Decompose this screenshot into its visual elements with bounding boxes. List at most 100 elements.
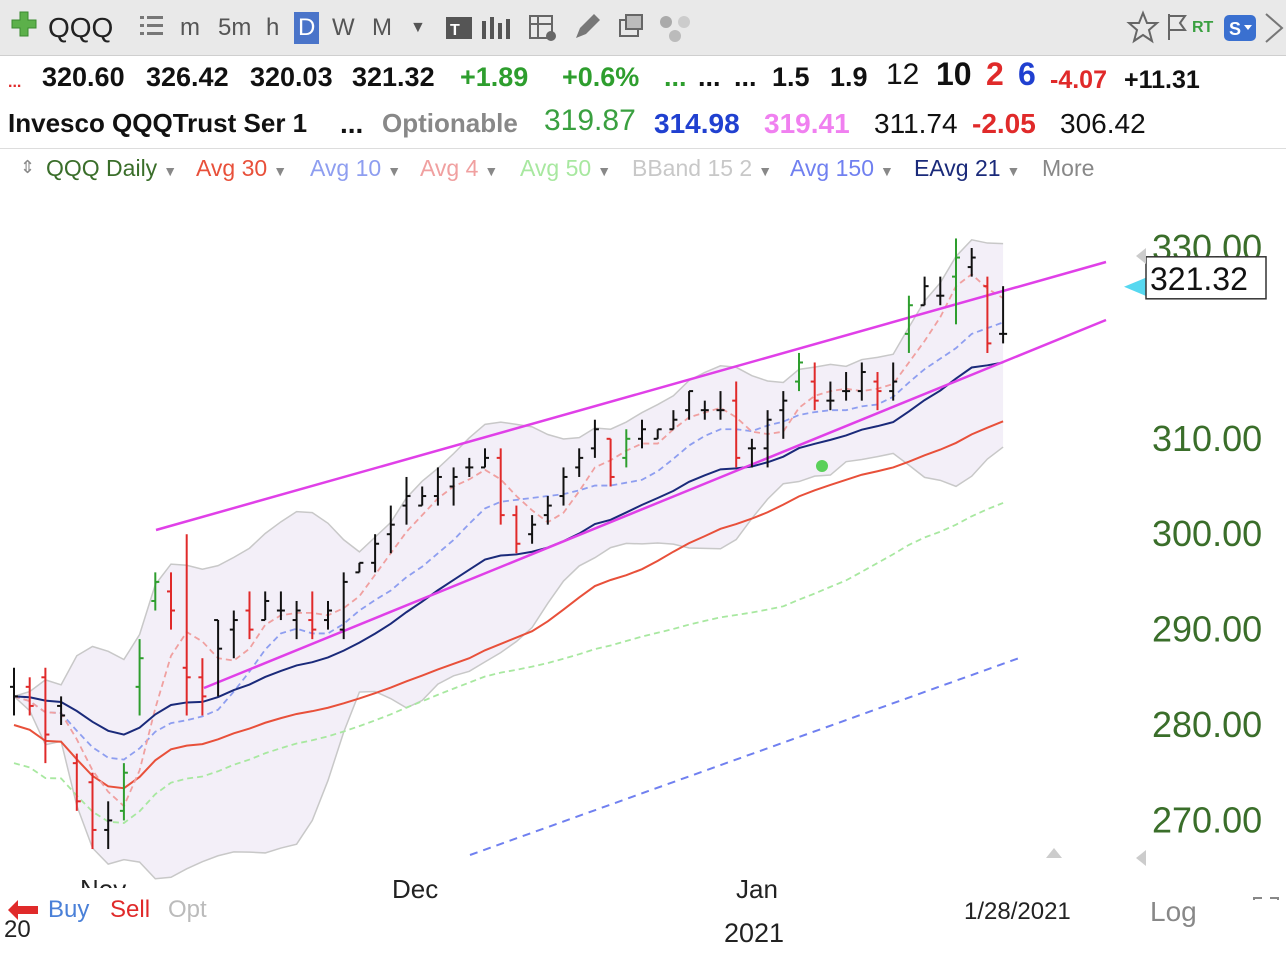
ohlc-bar [810,362,819,411]
ohlc-bar [119,763,128,821]
stat-value-1: 1.5 [772,62,810,92]
stat-value-3: 12 [886,58,920,91]
interval-m[interactable]: m [180,14,200,41]
ohlc-bar [182,534,191,716]
ohlc-bar [528,515,537,544]
connect-icon[interactable] [658,12,694,52]
study-avg150[interactable]: Avg 150 ▼ [790,155,894,182]
study-eavg21[interactable]: EAvg 21 ▼ [914,155,1020,182]
ohlc-bar [104,801,113,850]
ohlc-bar [512,505,521,554]
ohlc-bar [638,419,646,449]
y-tick-label: 270.00 [1152,799,1262,840]
ohlc-bar [386,505,395,554]
opt-button[interactable]: Opt [168,896,207,923]
more-button[interactable]: More [1042,155,1095,181]
ohlc-bar [873,372,882,411]
window-icon[interactable] [616,12,646,52]
plus-icon[interactable] [10,10,38,50]
ohlc-bar [433,467,442,506]
interval-dropdown-icon[interactable]: ▼ [410,19,426,36]
ohlc-bar [10,667,18,716]
ohlc-bar [653,428,662,440]
last-price-box [1145,256,1267,300]
pencil-icon[interactable] [572,12,602,52]
ohlc-bar [795,352,803,392]
flag-icon[interactable] [1166,12,1190,52]
y-tick-label: 290.00 [1152,609,1262,650]
sell-button[interactable]: Sell [110,896,151,923]
study-avg10[interactable]: Avg 10 ▼ [310,155,401,182]
study-bband[interactable]: BBand 15 2 ▼ [632,155,772,182]
year-label: 2021 [724,918,785,948]
realtime-badge[interactable]: RT [1192,19,1214,36]
study-qqq-daily[interactable]: QQQ Daily ▼ [46,155,177,182]
open-value: 320.60 [42,62,125,92]
ohlc-bar [685,390,694,420]
ohlc-bar [983,276,992,353]
updown-icon[interactable]: ⇕ [20,157,36,177]
scan-icon[interactable]: S [1224,14,1256,54]
study-avg4[interactable]: Avg 4 ▼ [420,155,498,182]
menu-icon[interactable] [140,12,164,52]
ohlc-bar [339,572,348,640]
ohlc-bar [700,400,709,420]
study-label: Avg 10 [310,155,382,181]
ohlc-bar [716,391,725,420]
edge-icon[interactable] [1262,10,1286,50]
study-avg30[interactable]: Avg 30 ▼ [196,155,287,182]
chevron-down-icon: ▼ [484,163,499,179]
ohlc-bar [889,362,898,401]
upper-trendline [155,260,1107,532]
name-dots: ... [340,108,364,139]
study-label: Avg 30 [196,155,268,181]
ohlc-bar [622,429,631,468]
lower-trendline [203,318,1107,690]
ohlc-bar [402,476,411,525]
last-price-label: 321.32 [1150,261,1248,297]
star-icon[interactable] [1126,10,1160,50]
stat-value-6: 6 [1018,56,1036,92]
price-chart[interactable]: 330.00310.00300.00290.00280.00270.00321.… [0,190,1286,890]
study-label: Avg 4 [420,155,479,181]
ohlc-bar [904,295,913,353]
ohlc-bar [842,372,851,401]
chart-type-icon[interactable]: T [446,14,516,54]
ohlc-bar [669,410,678,431]
interval-mo[interactable]: M [372,14,392,41]
buy-button[interactable]: Buy [48,896,90,923]
month-label-nov: Nov [80,874,127,904]
axis-arrow-bottom [1046,848,1062,858]
ohlc-bar [857,362,866,401]
value-blue: 314.98 [654,108,740,139]
grid-settings-icon[interactable] [528,14,558,54]
log-toggle[interactable]: Log [1150,896,1197,927]
interval-d[interactable]: D [294,12,320,44]
ohlc-bar [747,438,756,468]
study-avg50[interactable]: Avg 50 ▼ [520,155,611,182]
ohlc-bar [214,619,223,697]
resize-icon[interactable] [1252,896,1280,927]
study-label: BBand 15 2 [632,155,753,181]
year-left-label: 20 [4,916,31,943]
symbol-input[interactable]: QQQ [48,12,114,43]
dots-field-1: ... [664,62,687,92]
interval-h[interactable]: h [266,14,280,41]
avg50-line [13,502,1004,824]
axis-arrow-top [1136,248,1146,264]
ohlc-bar [575,448,584,477]
chevron-down-icon: ▼ [597,163,612,179]
interval-w[interactable]: W [332,14,355,41]
last-price-marker [1124,276,1148,297]
ohlc-bar [245,591,254,640]
ohlc-bar [276,591,285,621]
arrow-icon[interactable] [6,898,40,927]
value-last: 306.42 [1060,108,1146,139]
chevron-down-icon: ▼ [879,163,894,179]
ohlc-bar [198,658,207,716]
bollinger-band-fill [14,239,1004,879]
ohlc-bar [449,467,458,506]
interval-5m[interactable]: 5m [218,14,252,41]
ohlc-bar [559,467,568,506]
chevron-down-icon: ▼ [758,163,773,179]
